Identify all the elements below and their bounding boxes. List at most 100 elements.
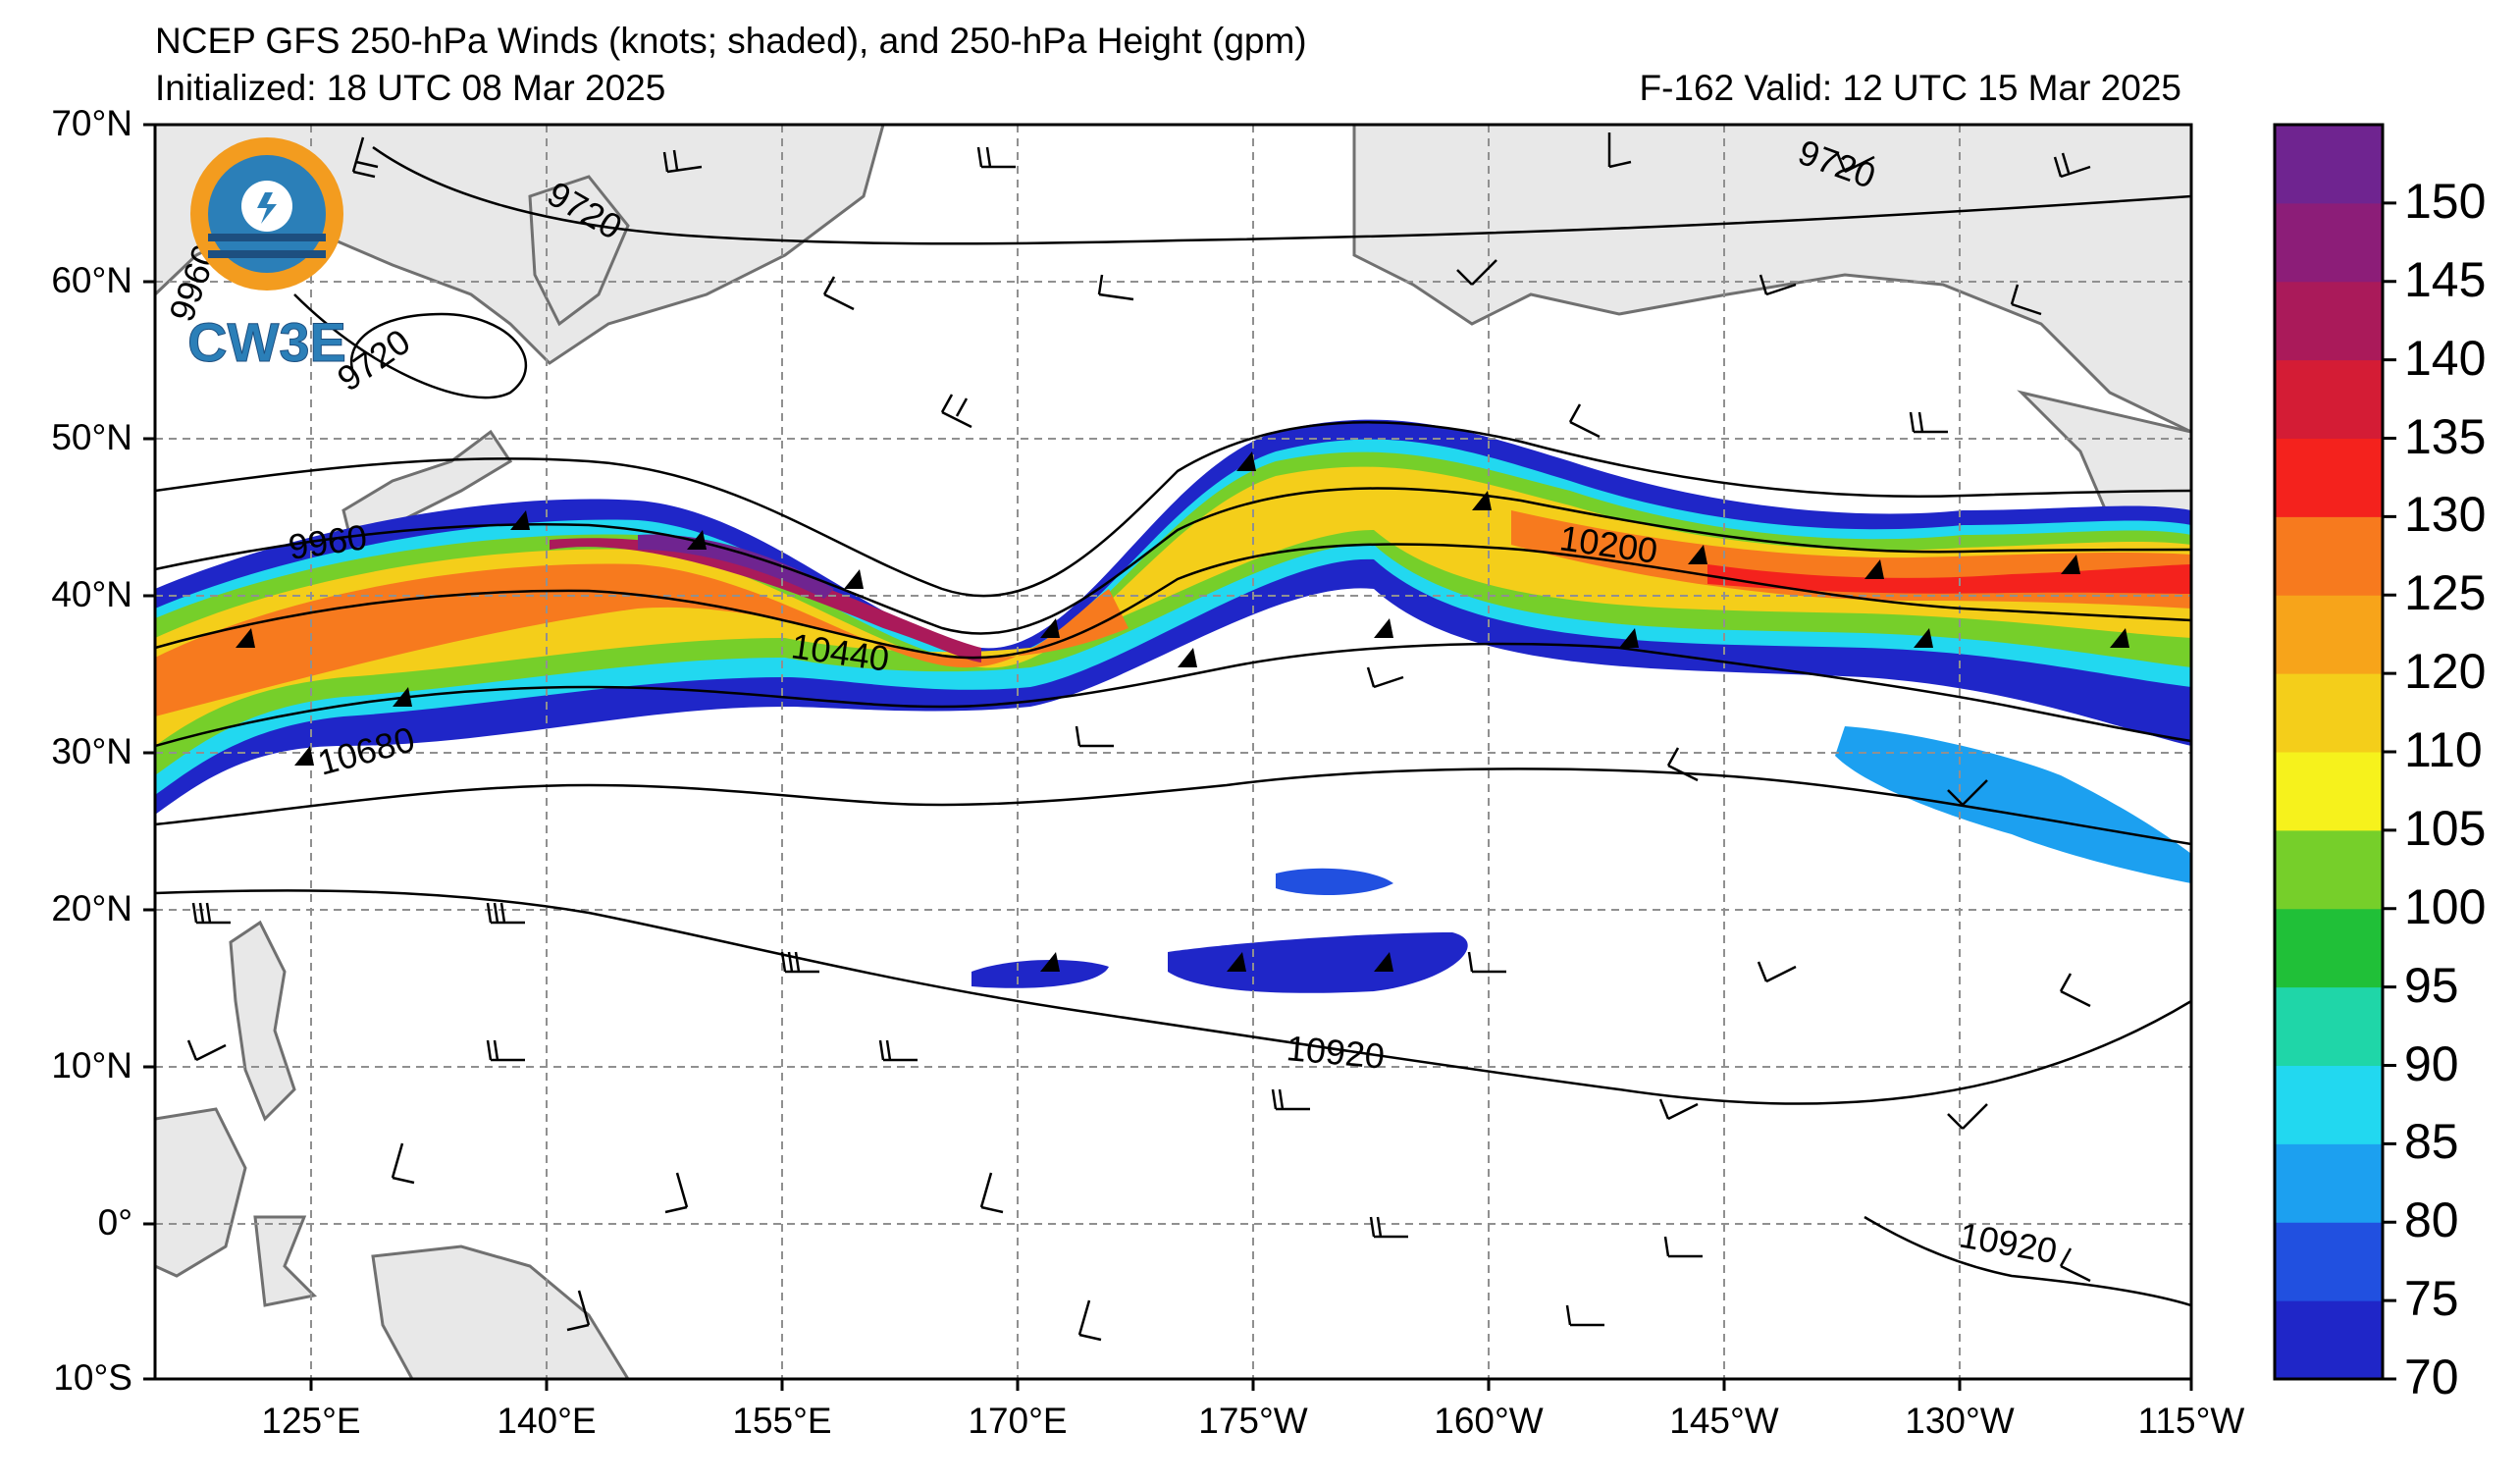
colorbar-segment: [2275, 1143, 2383, 1223]
wind-barb: [1663, 1236, 1703, 1258]
colorbar-segment: [2275, 516, 2383, 596]
wind-barb: [1565, 1304, 1604, 1327]
colorbar-label: 105: [2404, 800, 2487, 856]
contour-10680: [155, 642, 2191, 748]
wind-flag: [1864, 559, 1884, 579]
wind-flag: [236, 628, 255, 648]
wind-barb: [1075, 725, 1114, 748]
lat-label: 30°N: [51, 731, 132, 771]
map-area: 9720 9720 9720 9960 9960 10200 10440 106…: [155, 125, 2191, 1379]
contour-label: 10920: [1285, 1028, 1386, 1077]
colorbar: [2273, 123, 2396, 1381]
contour-10440: [155, 543, 2191, 660]
colorbar-label: 120: [2404, 644, 2487, 700]
wind-barb: [940, 394, 972, 429]
east-patch: [1835, 726, 2191, 883]
wind-barb: [1947, 779, 1988, 806]
wind-flag: [1040, 952, 1060, 972]
colorbar-segment: [2275, 1222, 2383, 1301]
lat-label: 0°: [97, 1202, 132, 1243]
wind-flag: [844, 569, 864, 589]
wind-flag: [1472, 491, 1492, 510]
wind-barb: [976, 146, 1016, 169]
lat-label: 40°N: [51, 574, 132, 614]
kamchatka: [528, 175, 630, 327]
jet-band-150: [638, 534, 834, 599]
wind-barb: [878, 1039, 918, 1062]
colorbar-segment: [2275, 281, 2383, 361]
wind-barb: [1271, 1088, 1310, 1111]
jet-band-110: [155, 466, 2191, 746]
height-contours: [155, 145, 2191, 1307]
wind-flag: [2061, 555, 2080, 574]
wind-flag: [1374, 952, 1393, 972]
wind-barb: [1607, 132, 1632, 169]
wind-barb: [662, 149, 703, 174]
colorbar-label: 80: [2404, 1192, 2459, 1248]
colorbar-segment: [2275, 986, 2383, 1066]
lon-label: 145°W: [1669, 1401, 1779, 1441]
wind-barbs: [186, 132, 2091, 1342]
wind-barb: [1077, 1299, 1102, 1342]
wind-barb: [780, 951, 819, 974]
cw3e-logo: CW3E: [187, 137, 346, 374]
colorbar-segment: [2275, 1300, 2383, 1380]
colorbar-label: 145: [2404, 251, 2487, 307]
alaska-land: [1352, 125, 2191, 434]
colorbar-segment: [2275, 752, 2383, 831]
wind-flag: [1619, 628, 1639, 648]
philippines: [229, 920, 296, 1122]
lon-label: 160°W: [1434, 1401, 1544, 1441]
wind-shading: [155, 419, 2191, 993]
subtrop-patch: [1168, 932, 1468, 993]
wind-flag: [1236, 451, 1256, 471]
wind-barb: [1835, 151, 1875, 174]
contour-10920-b: [1864, 1215, 2191, 1307]
wind-barb: [1097, 274, 1134, 301]
wind-barb: [1947, 1103, 1988, 1130]
colorbar-label: 150: [2404, 173, 2487, 229]
subtrop-patch2: [971, 960, 1109, 988]
wind-barb: [1909, 411, 1948, 434]
contour-9960: [155, 421, 2191, 598]
wind-barb: [566, 1290, 591, 1332]
wind-flags: [236, 451, 2129, 972]
wind-barb: [1666, 747, 1699, 782]
wind-barb: [191, 902, 231, 925]
wind-flag: [2110, 628, 2129, 648]
wind-barb: [822, 276, 855, 311]
lat-label: 20°N: [51, 888, 132, 928]
lon-label: 140°E: [497, 1401, 597, 1441]
axis-ticks: [143, 123, 2193, 1391]
wind-barb: [1369, 1216, 1408, 1239]
valid-time: F-162 Valid: 12 UTC 15 Mar 2025: [1639, 68, 2181, 108]
wind-barb: [1467, 951, 1506, 974]
wind-barb: [1658, 1098, 1699, 1121]
colorbar-label: 100: [2404, 878, 2487, 934]
colorbar-label: 130: [2404, 487, 2487, 543]
wind-barb: [351, 136, 379, 179]
colorbar-segment: [2275, 202, 2383, 283]
lat-label: 10°N: [51, 1045, 132, 1086]
wind-barb: [391, 1142, 415, 1185]
contour-10200: [155, 487, 2191, 635]
contour-9720-low: [293, 293, 528, 399]
logo-text: CW3E: [187, 311, 346, 373]
lon-label: 115°W: [2137, 1401, 2245, 1441]
colorbar-label: 95: [2404, 957, 2459, 1013]
wind-barb: [664, 1172, 689, 1214]
wind-flag: [1040, 618, 1060, 638]
wind-barb: [979, 1172, 1004, 1214]
colorbar-label: 140: [2404, 330, 2487, 386]
lon-label: 170°E: [968, 1401, 1068, 1441]
wind-flag: [1374, 618, 1393, 638]
wind-barb: [2059, 973, 2091, 1008]
subtrop-patch3: [1276, 868, 1393, 895]
colorbar-segment: [2275, 1065, 2383, 1144]
colorbar-label: 85: [2404, 1114, 2459, 1170]
jet-band-130: [155, 563, 1129, 716]
colorbar-segment: [2275, 595, 2383, 674]
wind-barb: [2059, 1247, 2091, 1283]
wind-flag: [1914, 628, 1933, 648]
